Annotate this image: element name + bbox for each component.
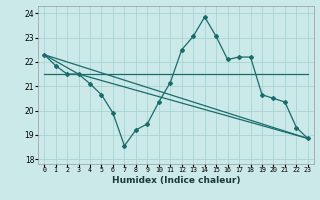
X-axis label: Humidex (Indice chaleur): Humidex (Indice chaleur) (112, 176, 240, 185)
